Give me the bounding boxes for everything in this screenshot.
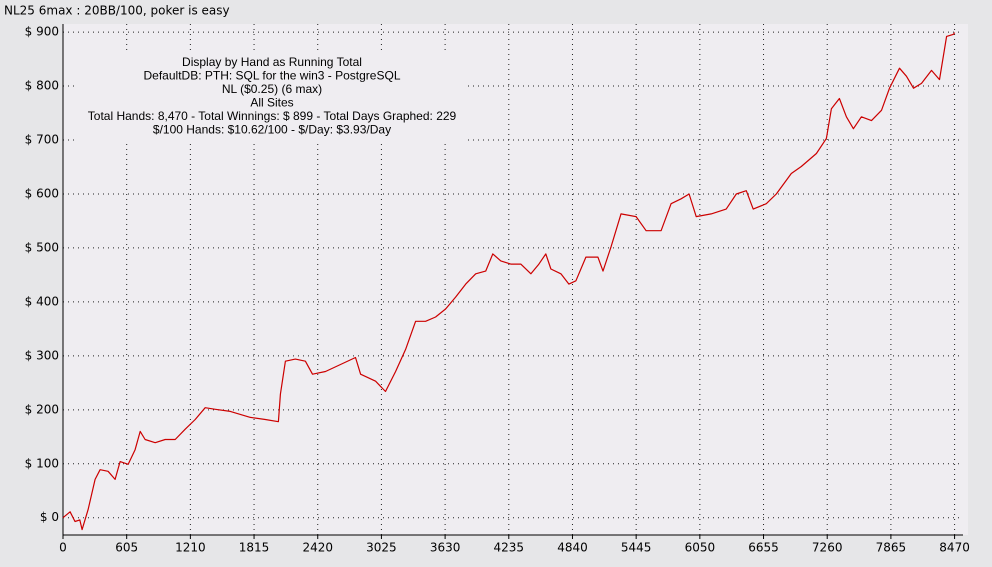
annotation-box [76,52,468,142]
x-tick-label: 6050 [685,541,716,555]
y-tick-label: $ 800 [25,79,59,93]
chart-title: NL25 6max : 20BB/100, poker is easy [4,4,230,18]
y-tick-label: $ 500 [25,240,59,254]
x-tick-label: 1815 [239,541,270,555]
annotation: Total Hands: 8,470 - Total Winnings: $ 8… [88,109,457,123]
y-tick-label: $ 300 [25,348,59,362]
x-tick-label: 6655 [748,541,779,555]
x-tick-label: 4235 [494,541,525,555]
x-tick-label: 605 [115,541,138,555]
x-tick-label: 0 [59,541,67,555]
y-tick-label: $ 400 [25,294,59,308]
running-total-line [62,32,956,531]
x-tick-label: 8470 [939,541,970,555]
annotation: $/100 Hands: $10.62/100 - $/Day: $3.93/D… [153,123,391,137]
x-tick-label: 7865 [876,541,907,555]
y-tick-label: $ 100 [25,456,59,470]
x-tick-label: 7260 [812,541,843,555]
x-tick-label: 2420 [302,541,333,555]
y-tick-label: $ 200 [25,402,59,416]
x-tick-label: 5445 [621,541,652,555]
y-tick-label: $ 900 [25,25,59,39]
x-tick-label: 3630 [430,541,461,555]
x-tick-label: 4840 [557,541,588,555]
x-tick-label: 3025 [366,541,397,555]
annotation: Display by Hand as Running Total [182,55,362,69]
x-tick-label: 1210 [175,541,206,555]
y-tick-label: $ 0 [40,510,59,524]
annotation: DefaultDB: PTH: SQL for the win3 - Postg… [144,69,401,83]
annotation: NL ($0.25) (6 max) [222,82,322,96]
y-tick-label: $ 700 [25,133,59,147]
annotation: All Sites [250,96,293,110]
y-tick-label: $ 600 [25,186,59,200]
